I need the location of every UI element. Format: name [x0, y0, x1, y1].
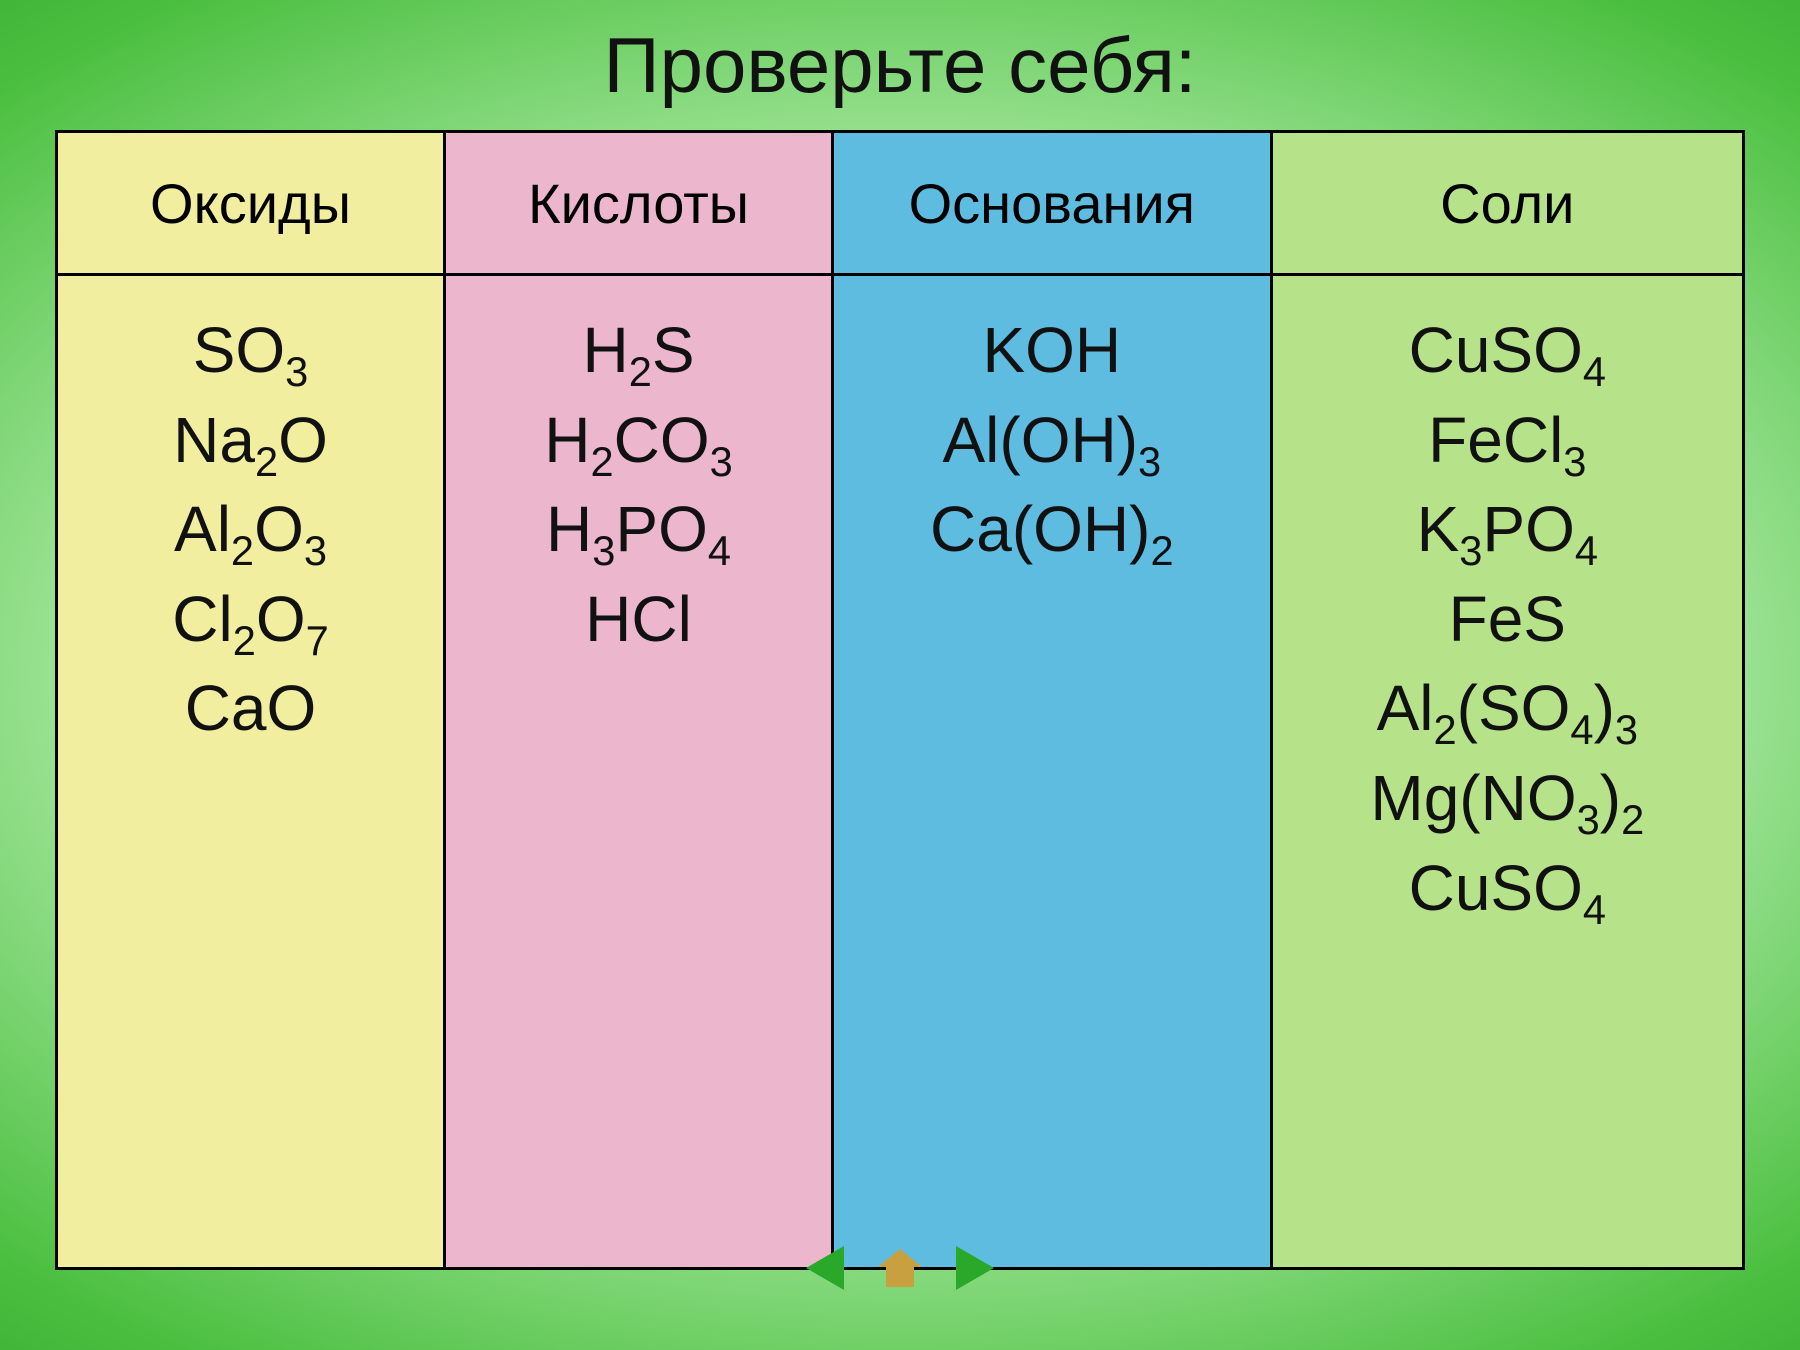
chemical-formula: CaO [58, 664, 443, 754]
salts-cell: CuSO4FeCl3K3PO4FeSAl2(SO4)3Mg(NO3)2CuSO4 [1273, 276, 1742, 933]
table-header-row: Оксиды Кислоты Основания Соли [57, 132, 1744, 275]
nav-home-button[interactable] [868, 1241, 932, 1289]
oxides-cell: SO3Na2OAl2O3Cl2O7CaO [58, 276, 443, 754]
bases-cell: KOHAl(OH)3Ca(OH)2 [834, 276, 1270, 575]
triangle-right-icon [956, 1246, 994, 1290]
chemical-formula: FeS [1273, 575, 1742, 665]
chemical-formula: H2CO3 [446, 396, 831, 486]
compound-classification-table: Оксиды Кислоты Основания Соли SO3Na2OAl2… [55, 130, 1745, 1270]
triangle-left-icon [806, 1246, 844, 1290]
nav-next-button[interactable] [956, 1241, 994, 1290]
page-title: Проверьте себя: [0, 20, 1800, 111]
chemical-formula: Mg(NO3)2 [1273, 754, 1742, 844]
acids-cell: H2SH2CO3H3PO4HCl [446, 276, 831, 664]
chemical-formula: KOH [834, 306, 1270, 396]
chemical-formula: CuSO4 [1273, 844, 1742, 934]
col-header-bases: Основания [833, 132, 1272, 275]
chemical-formula: Cl2O7 [58, 575, 443, 665]
chemical-formula: K3PO4 [1273, 485, 1742, 575]
chemical-formula: H3PO4 [446, 485, 831, 575]
chemical-formula: Na2O [58, 396, 443, 486]
chemical-formula: HCl [446, 575, 831, 665]
chemical-formula: H2S [446, 306, 831, 396]
chemical-formula: Al(OH)3 [834, 396, 1270, 486]
col-header-oxides: Оксиды [57, 132, 445, 275]
table-body-row: SO3Na2OAl2O3Cl2O7CaO H2SH2CO3H3PO4HCl KO… [57, 275, 1744, 1269]
nav-controls [0, 1241, 1800, 1290]
chemical-formula: FeCl3 [1273, 396, 1742, 486]
slide-background: Проверьте себя: Оксиды Кислоты Основания… [0, 0, 1800, 1350]
col-header-acids: Кислоты [445, 132, 833, 275]
col-header-salts: Соли [1271, 132, 1743, 275]
chemical-formula: Al2(SO4)3 [1273, 664, 1742, 754]
home-icon [878, 1249, 922, 1287]
chemical-formula: Al2O3 [58, 485, 443, 575]
chemical-formula: SO3 [58, 306, 443, 396]
chemical-formula: Ca(OH)2 [834, 485, 1270, 575]
nav-prev-button[interactable] [806, 1241, 844, 1290]
chemical-formula: CuSO4 [1273, 306, 1742, 396]
